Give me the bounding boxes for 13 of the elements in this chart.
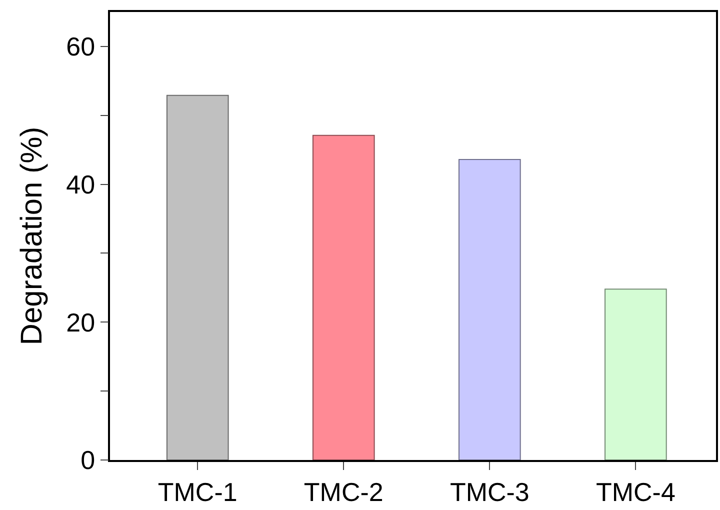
x-tick-label: TMC-1 bbox=[158, 476, 238, 507]
y-tick-label: 0 bbox=[80, 445, 96, 476]
x-tick-label: TMC-3 bbox=[450, 476, 530, 507]
bar bbox=[166, 94, 229, 460]
bar bbox=[312, 134, 375, 460]
y-tick-label: 20 bbox=[66, 307, 96, 338]
y-tick-label: 60 bbox=[66, 32, 96, 62]
bar bbox=[458, 159, 521, 460]
y-axis-title: Degradation (%) bbox=[16, 126, 49, 346]
bar bbox=[604, 288, 667, 460]
y-tick-label: 40 bbox=[66, 169, 96, 200]
x-tick-label: TMC-2 bbox=[304, 476, 384, 507]
x-tick-label: TMC-4 bbox=[596, 476, 676, 507]
